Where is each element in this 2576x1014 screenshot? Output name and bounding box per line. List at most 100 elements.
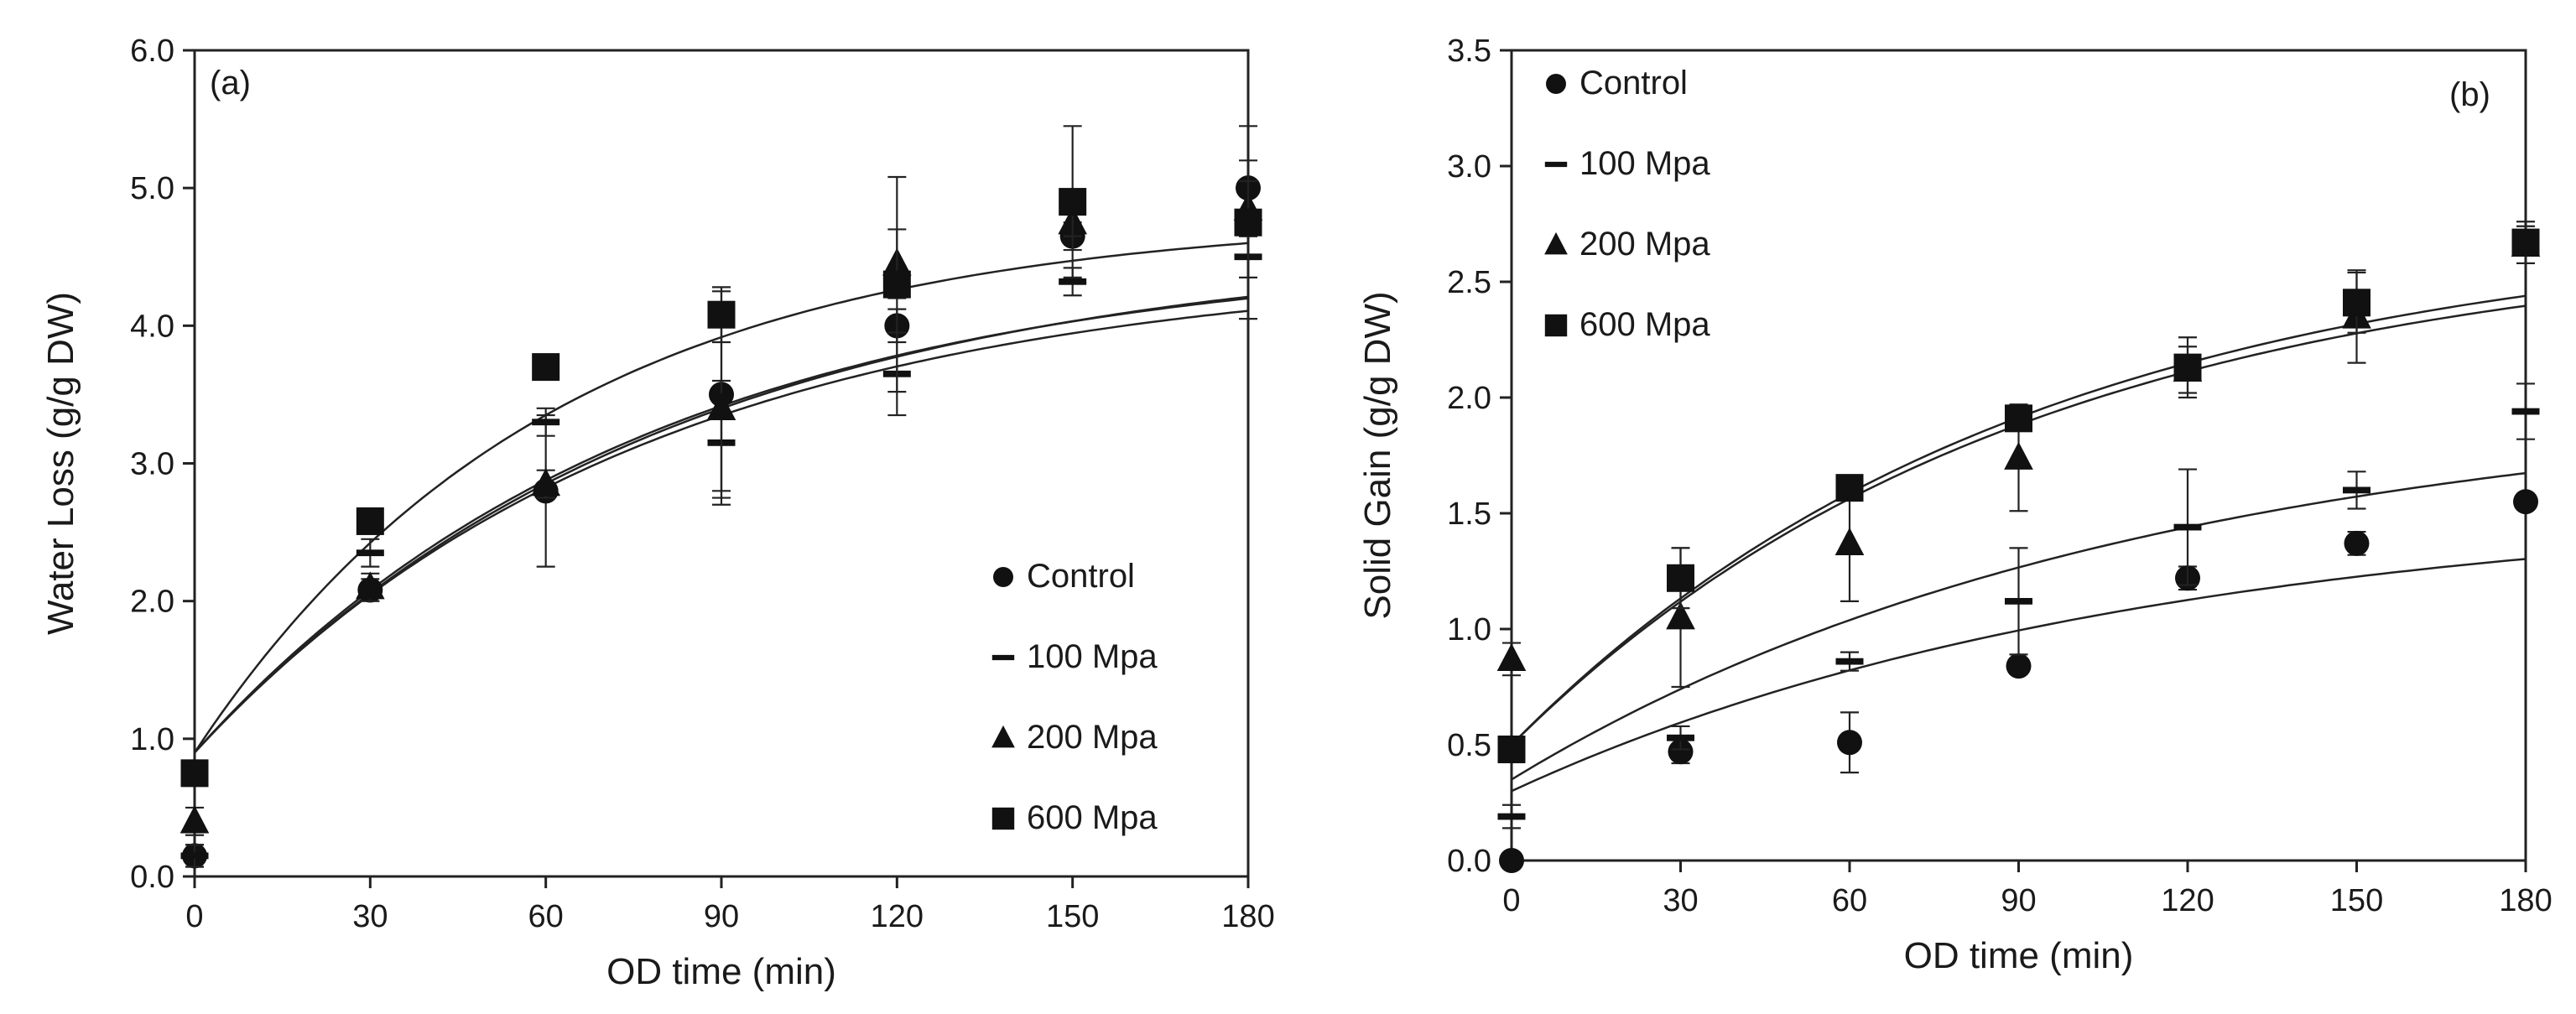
- y-tick-label: 3.0: [1447, 149, 1491, 185]
- data-point-600-mpa: [1667, 564, 1694, 592]
- y-tick-label: 0.0: [1447, 844, 1491, 879]
- data-point-100-mpa: [1667, 734, 1694, 741]
- y-tick-label: 6.0: [130, 34, 174, 69]
- data-point-100-mpa: [2511, 408, 2540, 415]
- panel-label: (a): [210, 65, 251, 101]
- series-100-mpa: [1497, 382, 2540, 829]
- data-point-100-mpa: [2173, 523, 2202, 531]
- legend-marker-control: [1546, 74, 1566, 94]
- chart-panel-1: 0.0 1.0 2.0 3.0 4.0 5.0 6.0 0 30 60 90 120 150 180 OD …: [40, 34, 1275, 992]
- data-point-600-mpa: [2511, 228, 2540, 257]
- data-point-100-mpa: [180, 852, 209, 860]
- legend-label-600-mpa: 600 Mpa: [1027, 799, 1158, 836]
- y-tick-label: 0.5: [1447, 728, 1491, 763]
- legend: Control 100 Mpa 200 Mpa 600 Mpa: [1544, 65, 1710, 343]
- legend-marker-100-mpa: [1544, 161, 1568, 168]
- x-tick-label: 30: [352, 899, 388, 934]
- data-point-200-mpa: [180, 805, 210, 834]
- data-point-control: [1837, 730, 1862, 756]
- y-tick-label: 3.5: [1447, 34, 1491, 69]
- y-tick-label: 5.0: [130, 171, 174, 206]
- data-point-200-mpa: [706, 392, 736, 421]
- data-point-100-mpa: [1835, 658, 1864, 665]
- y-tick-label: 2.0: [1447, 381, 1491, 416]
- data-point-100-mpa: [2005, 597, 2032, 605]
- data-point-100-mpa: [2343, 486, 2370, 494]
- y-tick-label: 3.0: [130, 447, 174, 482]
- legend-label-control: Control: [1027, 558, 1135, 595]
- y-tick-label: 0.0: [130, 860, 174, 895]
- x-tick-label: 30: [1663, 883, 1698, 918]
- data-point-600-mpa: [1059, 188, 1087, 216]
- series-600-mpa: [1497, 221, 2540, 764]
- legend-label-600-mpa: 600 Mpa: [1579, 306, 1710, 343]
- x-tick-label: 90: [704, 899, 739, 934]
- data-point-200-mpa: [1834, 527, 1865, 556]
- x-tick-label: 150: [2330, 883, 2383, 918]
- x-tick-label: 60: [528, 899, 564, 934]
- x-tick-label: 0: [1502, 883, 1520, 918]
- data-point-600-mpa: [707, 300, 736, 329]
- series-600-mpa: [180, 125, 1262, 788]
- legend-label-100-mpa: 100 Mpa: [1579, 145, 1710, 182]
- y-tick-label: 1.0: [130, 722, 174, 757]
- data-point-600-mpa: [2173, 353, 2202, 382]
- data-point-600-mpa: [882, 270, 911, 299]
- x-tick-label: 90: [2001, 883, 2036, 918]
- data-point-200-mpa: [531, 468, 560, 497]
- data-point-100-mpa: [1497, 813, 1526, 820]
- legend-marker-control: [993, 567, 1013, 587]
- legend-label-control: Control: [1579, 65, 1688, 101]
- data-point-200-mpa: [1666, 601, 1695, 630]
- legend-marker-600-mpa: [991, 807, 1015, 830]
- legend-marker-100-mpa: [991, 654, 1015, 661]
- legend-label-200-mpa: 200 Mpa: [1027, 719, 1158, 756]
- chart-panel-2: 0.0 0.5 1.0 1.5 2.0 2.5 3.0 3.5 0 30 60 90 120 150 180…: [1357, 34, 2553, 976]
- data-point-100-mpa: [532, 419, 560, 426]
- data-point-control: [2006, 653, 2032, 679]
- y-tick-label: 1.5: [1447, 497, 1491, 532]
- data-point-600-mpa: [356, 507, 384, 535]
- x-tick-label: 150: [1046, 899, 1099, 934]
- data-point-600-mpa: [2005, 404, 2032, 433]
- data-point-200-mpa: [1496, 642, 1527, 672]
- data-point-control: [2513, 489, 2538, 515]
- legend: Control 100 Mpa 200 Mpa 600 Mpa: [991, 558, 1158, 836]
- x-tick-label: 120: [2161, 883, 2214, 918]
- data-point-600-mpa: [2343, 289, 2370, 317]
- y-tick-label: 4.0: [130, 309, 174, 344]
- data-point-100-mpa: [1059, 278, 1087, 285]
- data-point-control: [1499, 848, 1524, 873]
- legend-marker-200-mpa: [991, 725, 1015, 748]
- x-axis-title: OD time (min): [606, 951, 836, 992]
- y-axis-title: Solid Gain (g/g DW): [1357, 291, 1398, 619]
- x-tick-label: 180: [2499, 883, 2552, 918]
- legend-marker-200-mpa: [1544, 231, 1568, 255]
- x-axis-title: OD time (min): [1904, 935, 2134, 976]
- y-tick-label: 2.0: [130, 585, 174, 620]
- x-tick-label: 0: [185, 899, 203, 934]
- legend-label-200-mpa: 200 Mpa: [1579, 226, 1710, 263]
- data-point-control: [2344, 530, 2370, 556]
- data-point-200-mpa: [2004, 441, 2033, 470]
- data-point-600-mpa: [1835, 474, 1864, 502]
- x-tick-label: 120: [871, 899, 924, 934]
- y-tick-label: 2.5: [1447, 265, 1491, 300]
- data-point-100-mpa: [356, 549, 384, 557]
- x-tick-label: 180: [1221, 899, 1274, 934]
- y-tick-label: 1.0: [1447, 612, 1491, 647]
- data-point-control: [1668, 739, 1694, 765]
- legend-label-100-mpa: 100 Mpa: [1027, 638, 1158, 675]
- data-point-600-mpa: [180, 759, 209, 788]
- y-axis-title: Water Loss (g/g DW): [40, 292, 81, 635]
- data-point-200-mpa: [356, 571, 385, 600]
- data-point-600-mpa: [1497, 736, 1526, 764]
- data-point-600-mpa: [1234, 208, 1262, 237]
- legend-marker-600-mpa: [1544, 314, 1568, 337]
- x-tick-label: 60: [1832, 883, 1867, 918]
- panel-label: (b): [2449, 76, 2490, 113]
- data-point-600-mpa: [532, 353, 560, 382]
